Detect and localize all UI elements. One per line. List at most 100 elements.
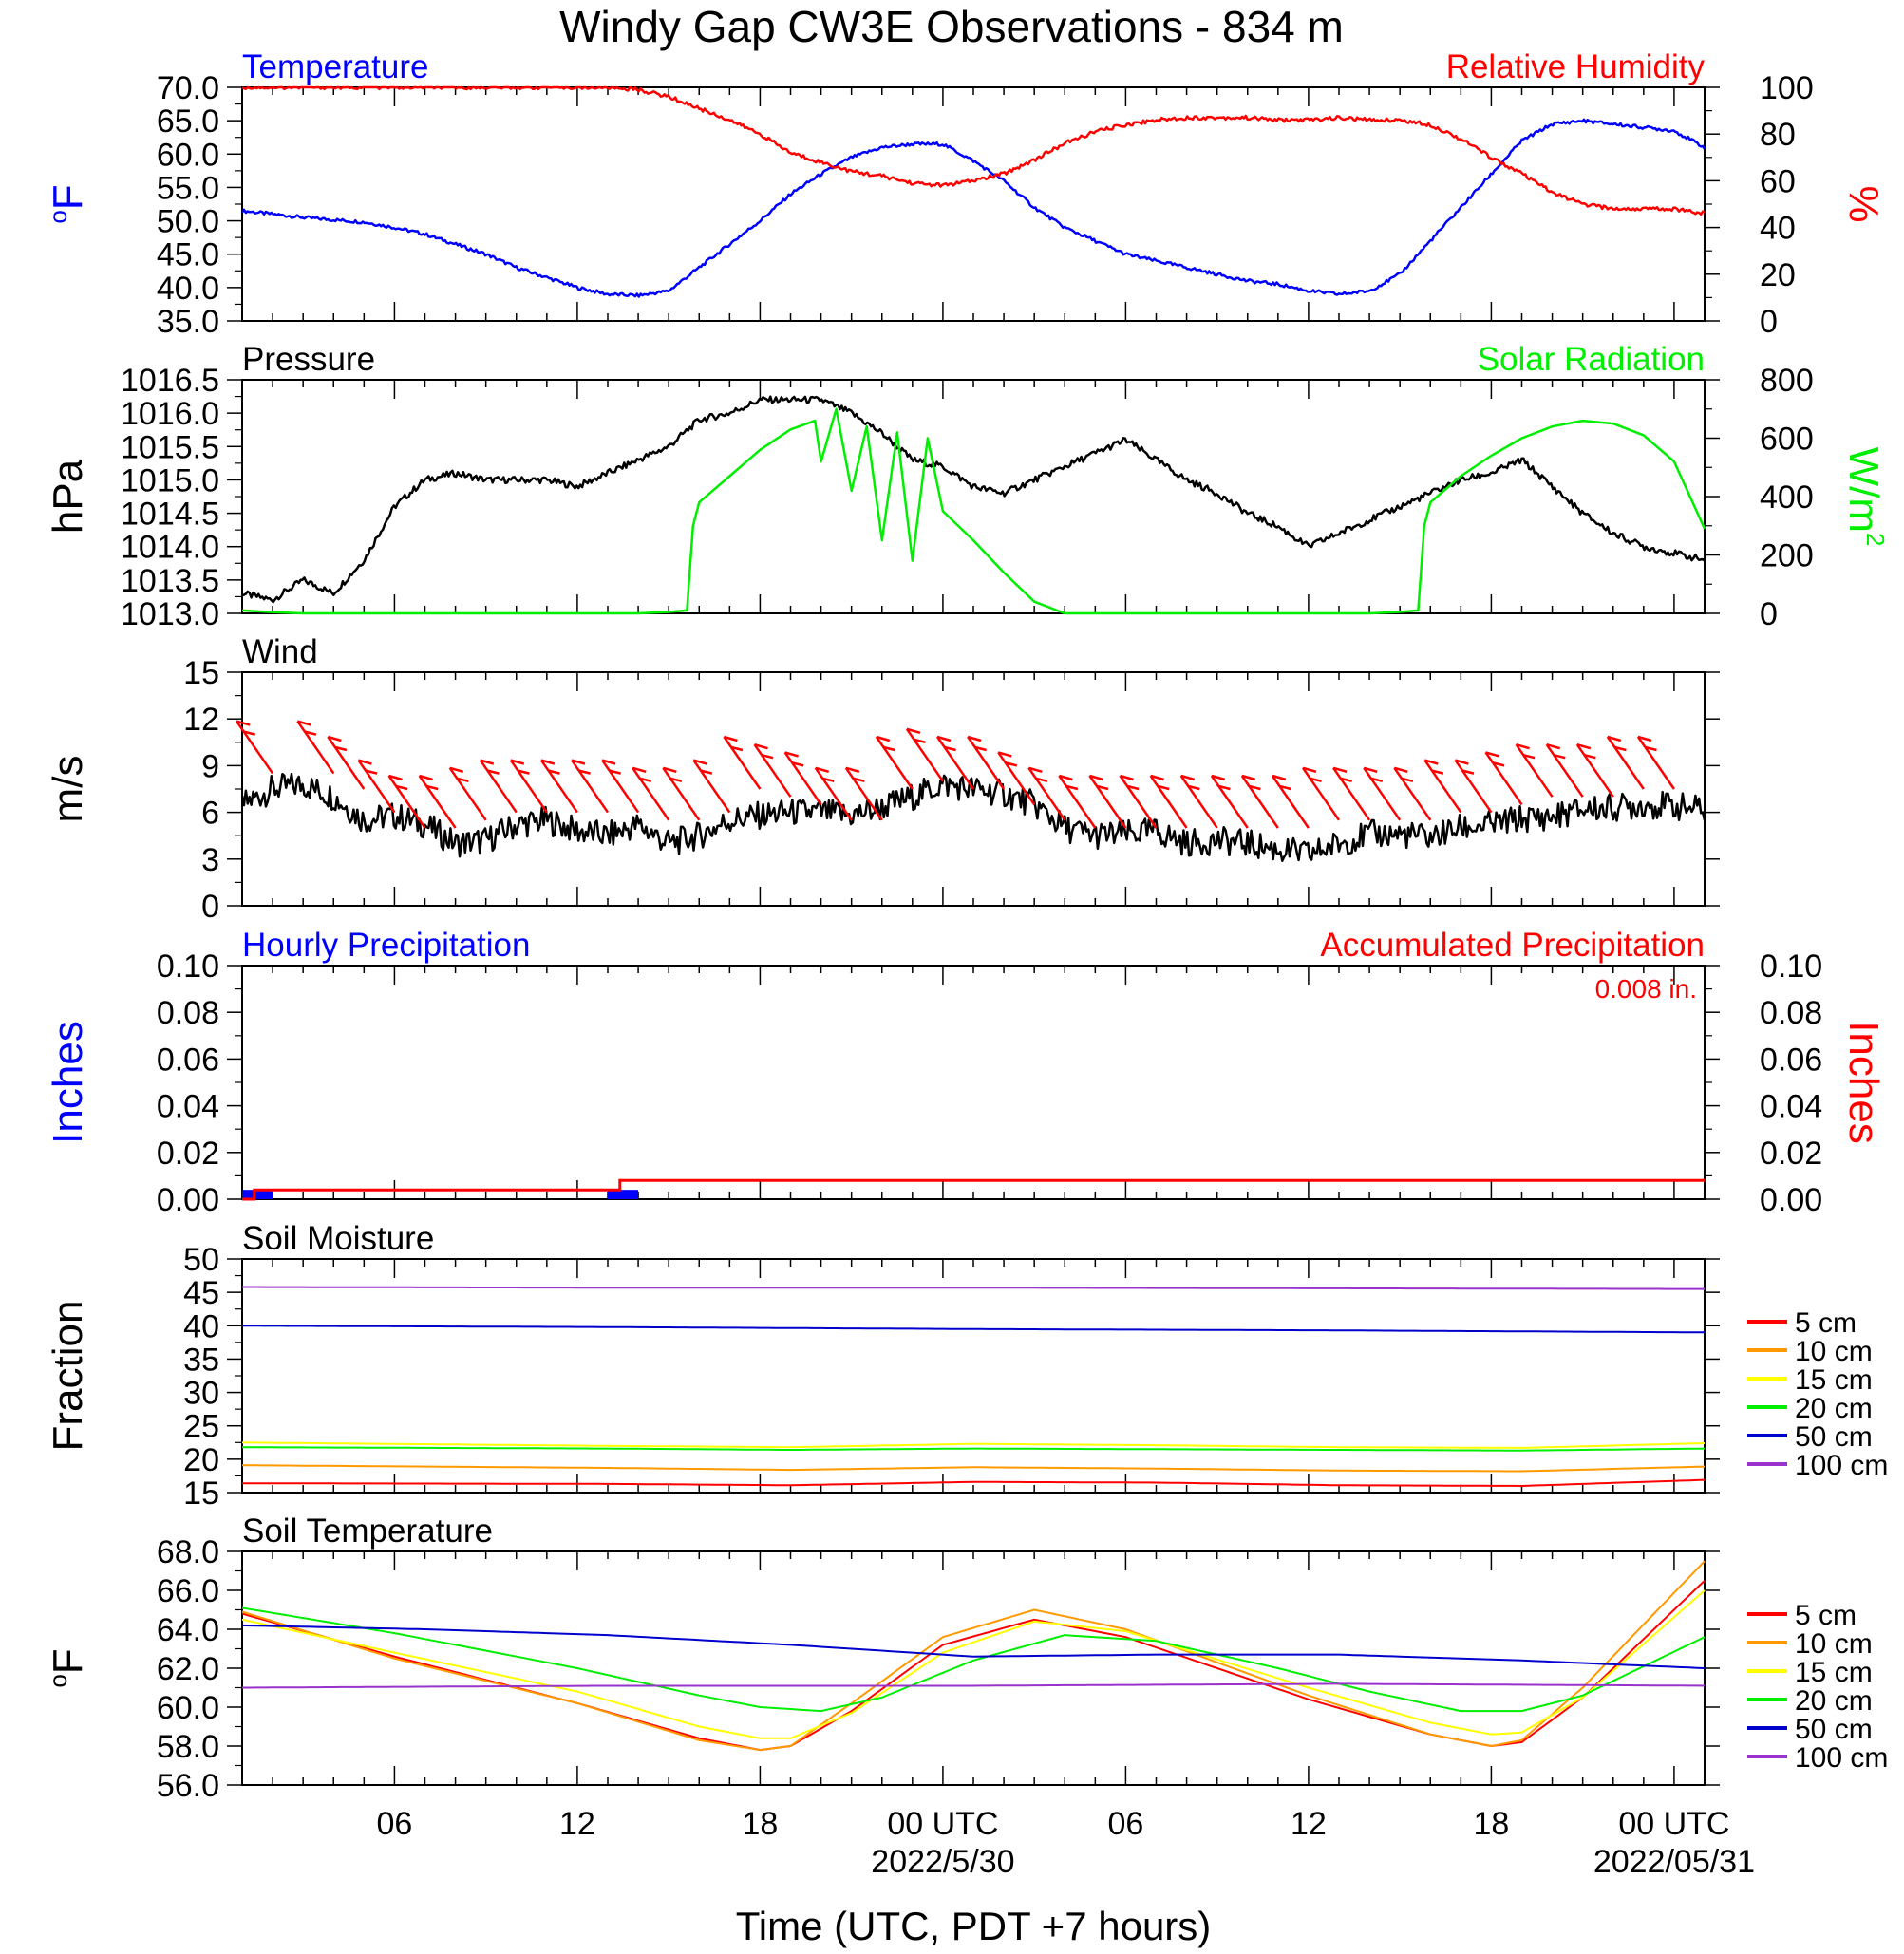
wind-barb [1179, 774, 1218, 829]
wind-barb-flag [425, 784, 439, 791]
superscript: 2 [1861, 533, 1890, 546]
wind-barb-flag [944, 745, 956, 752]
panel-2: 0 3 6 9 12 15 Wind m/s [45, 633, 1720, 925]
wind-barb-staff [1027, 767, 1066, 821]
panel-title-left: Pressure [242, 341, 375, 378]
y-right-tick-label: 0.00 [1760, 1182, 1822, 1218]
y-right-tick-label: 40 [1760, 211, 1796, 247]
series-line-1 [241, 85, 1706, 216]
y-tick-label: 35.0 [157, 304, 219, 340]
legend-label: 5 cm [1795, 1600, 1857, 1631]
wind-barb [1636, 735, 1675, 790]
wind-barb-flag [1150, 774, 1164, 781]
y-tick-label: 60.0 [157, 137, 219, 173]
wind-barb [1484, 751, 1523, 806]
wind-barb-flag [358, 759, 372, 765]
y-tick-label: 56.0 [157, 1768, 219, 1804]
wind-barb-flag [1492, 761, 1505, 767]
wind-barb-flag [761, 753, 774, 760]
series-line-15cm [241, 1441, 1706, 1449]
wind-barb-flag [1157, 784, 1170, 791]
wind-barb [1210, 774, 1249, 829]
wind-barb-staff [601, 759, 640, 814]
wind-barb-flag [883, 745, 895, 752]
wind-barb-flag [974, 745, 988, 752]
wind-barb [783, 751, 822, 806]
unit-letter: F [45, 1648, 91, 1674]
wind-barb [1332, 766, 1371, 821]
wind-barb-flag [456, 777, 469, 783]
wind-barb-staff [1423, 759, 1462, 814]
wind-barb [296, 720, 335, 775]
plot-frame [241, 379, 1706, 614]
wind-barb-flag [449, 766, 464, 774]
y-right-tick-label: 20 [1760, 257, 1796, 293]
wind-barb-staff [967, 736, 1006, 790]
y-right-tick-label: 0.02 [1760, 1136, 1822, 1172]
wind-barb [662, 766, 701, 821]
wind-barb [1606, 735, 1645, 790]
wind-barb-staff [1149, 775, 1188, 829]
wind-barb-staff [1332, 767, 1371, 821]
wind-barb-flag [1423, 759, 1439, 765]
y-axis-label-left: oF [44, 1648, 91, 1687]
wind-barb-flag [1035, 777, 1048, 783]
legend-label: 50 cm [1795, 1421, 1873, 1453]
legend-label: 100 cm [1795, 1450, 1888, 1481]
wind-barb-flag [791, 761, 804, 767]
wind-barb-flag [1645, 745, 1657, 752]
y-tick-label: 45 [183, 1275, 219, 1311]
y-right-tick-label: 0.08 [1760, 995, 1822, 1031]
y-tick-label: 9 [201, 748, 219, 784]
wind-barb-flag [1180, 774, 1196, 781]
y-tick-label: 25 [183, 1409, 219, 1445]
series-line-5cm [241, 1580, 1706, 1752]
accumulated-total-label: 0.008 in. [1595, 974, 1697, 1004]
wind-barb-staff [1393, 767, 1432, 821]
x-date-label: 2022/5/30 [871, 1844, 1014, 1880]
series-line-0 [240, 118, 1706, 298]
wind-barb [1423, 759, 1462, 814]
panel-5: 56.058.060.062.064.066.068.0 Soil Tempera… [44, 1512, 1888, 1804]
x-tick-label: 06 [1108, 1806, 1144, 1842]
wind-barb-staff [905, 728, 944, 782]
series-line-50cm [241, 1624, 1706, 1669]
panel-title-right: Accumulated Precipitation [1320, 927, 1705, 964]
wind-barb [967, 735, 1006, 790]
wind-barb-staff [387, 775, 426, 829]
wind-barb-flag [1272, 774, 1287, 781]
wind-barb-flag [1187, 784, 1200, 791]
wind-barb-staff [479, 759, 518, 814]
wind-barb [1454, 759, 1493, 814]
wind-barb-staff [1088, 775, 1127, 829]
wind-barb-flag [419, 774, 433, 781]
degree-symbol: o [44, 1674, 72, 1687]
wind-barb-flag [1089, 774, 1103, 781]
hourly-precip-bar [608, 1190, 639, 1199]
y-right-tick-label: 100 [1760, 70, 1814, 106]
wind-barb-flag [669, 777, 683, 783]
wind-barb-flag [1332, 766, 1348, 774]
y-tick-label: 60.0 [157, 1690, 219, 1726]
panel-title-right: Relative Humidity [1446, 48, 1706, 85]
wind-barb-flag [1516, 742, 1530, 750]
wind-barb [1271, 774, 1310, 829]
wind-barb-flag [1027, 766, 1043, 774]
wind-barb-staff [1119, 775, 1158, 829]
y-right-tick-label: 200 [1760, 538, 1814, 574]
y-tick-label: 0.02 [157, 1136, 219, 1172]
wind-barb [448, 766, 487, 821]
wind-barb-flag [967, 735, 982, 742]
y-tick-label: 1013.0 [121, 596, 219, 632]
legend-label: 100 cm [1795, 1742, 1888, 1774]
x-tick-label: 18 [743, 1806, 779, 1842]
legend-label: 15 cm [1795, 1657, 1873, 1688]
x-tick-label: 00 UTC [887, 1806, 998, 1842]
y-tick-label: 3 [201, 842, 219, 878]
wind-barb-staff [1058, 775, 1097, 829]
wind-barb [1058, 774, 1097, 829]
wind-barb-staff [783, 751, 822, 806]
wind-barb [570, 759, 610, 814]
wind-barb-staff [1454, 759, 1493, 814]
